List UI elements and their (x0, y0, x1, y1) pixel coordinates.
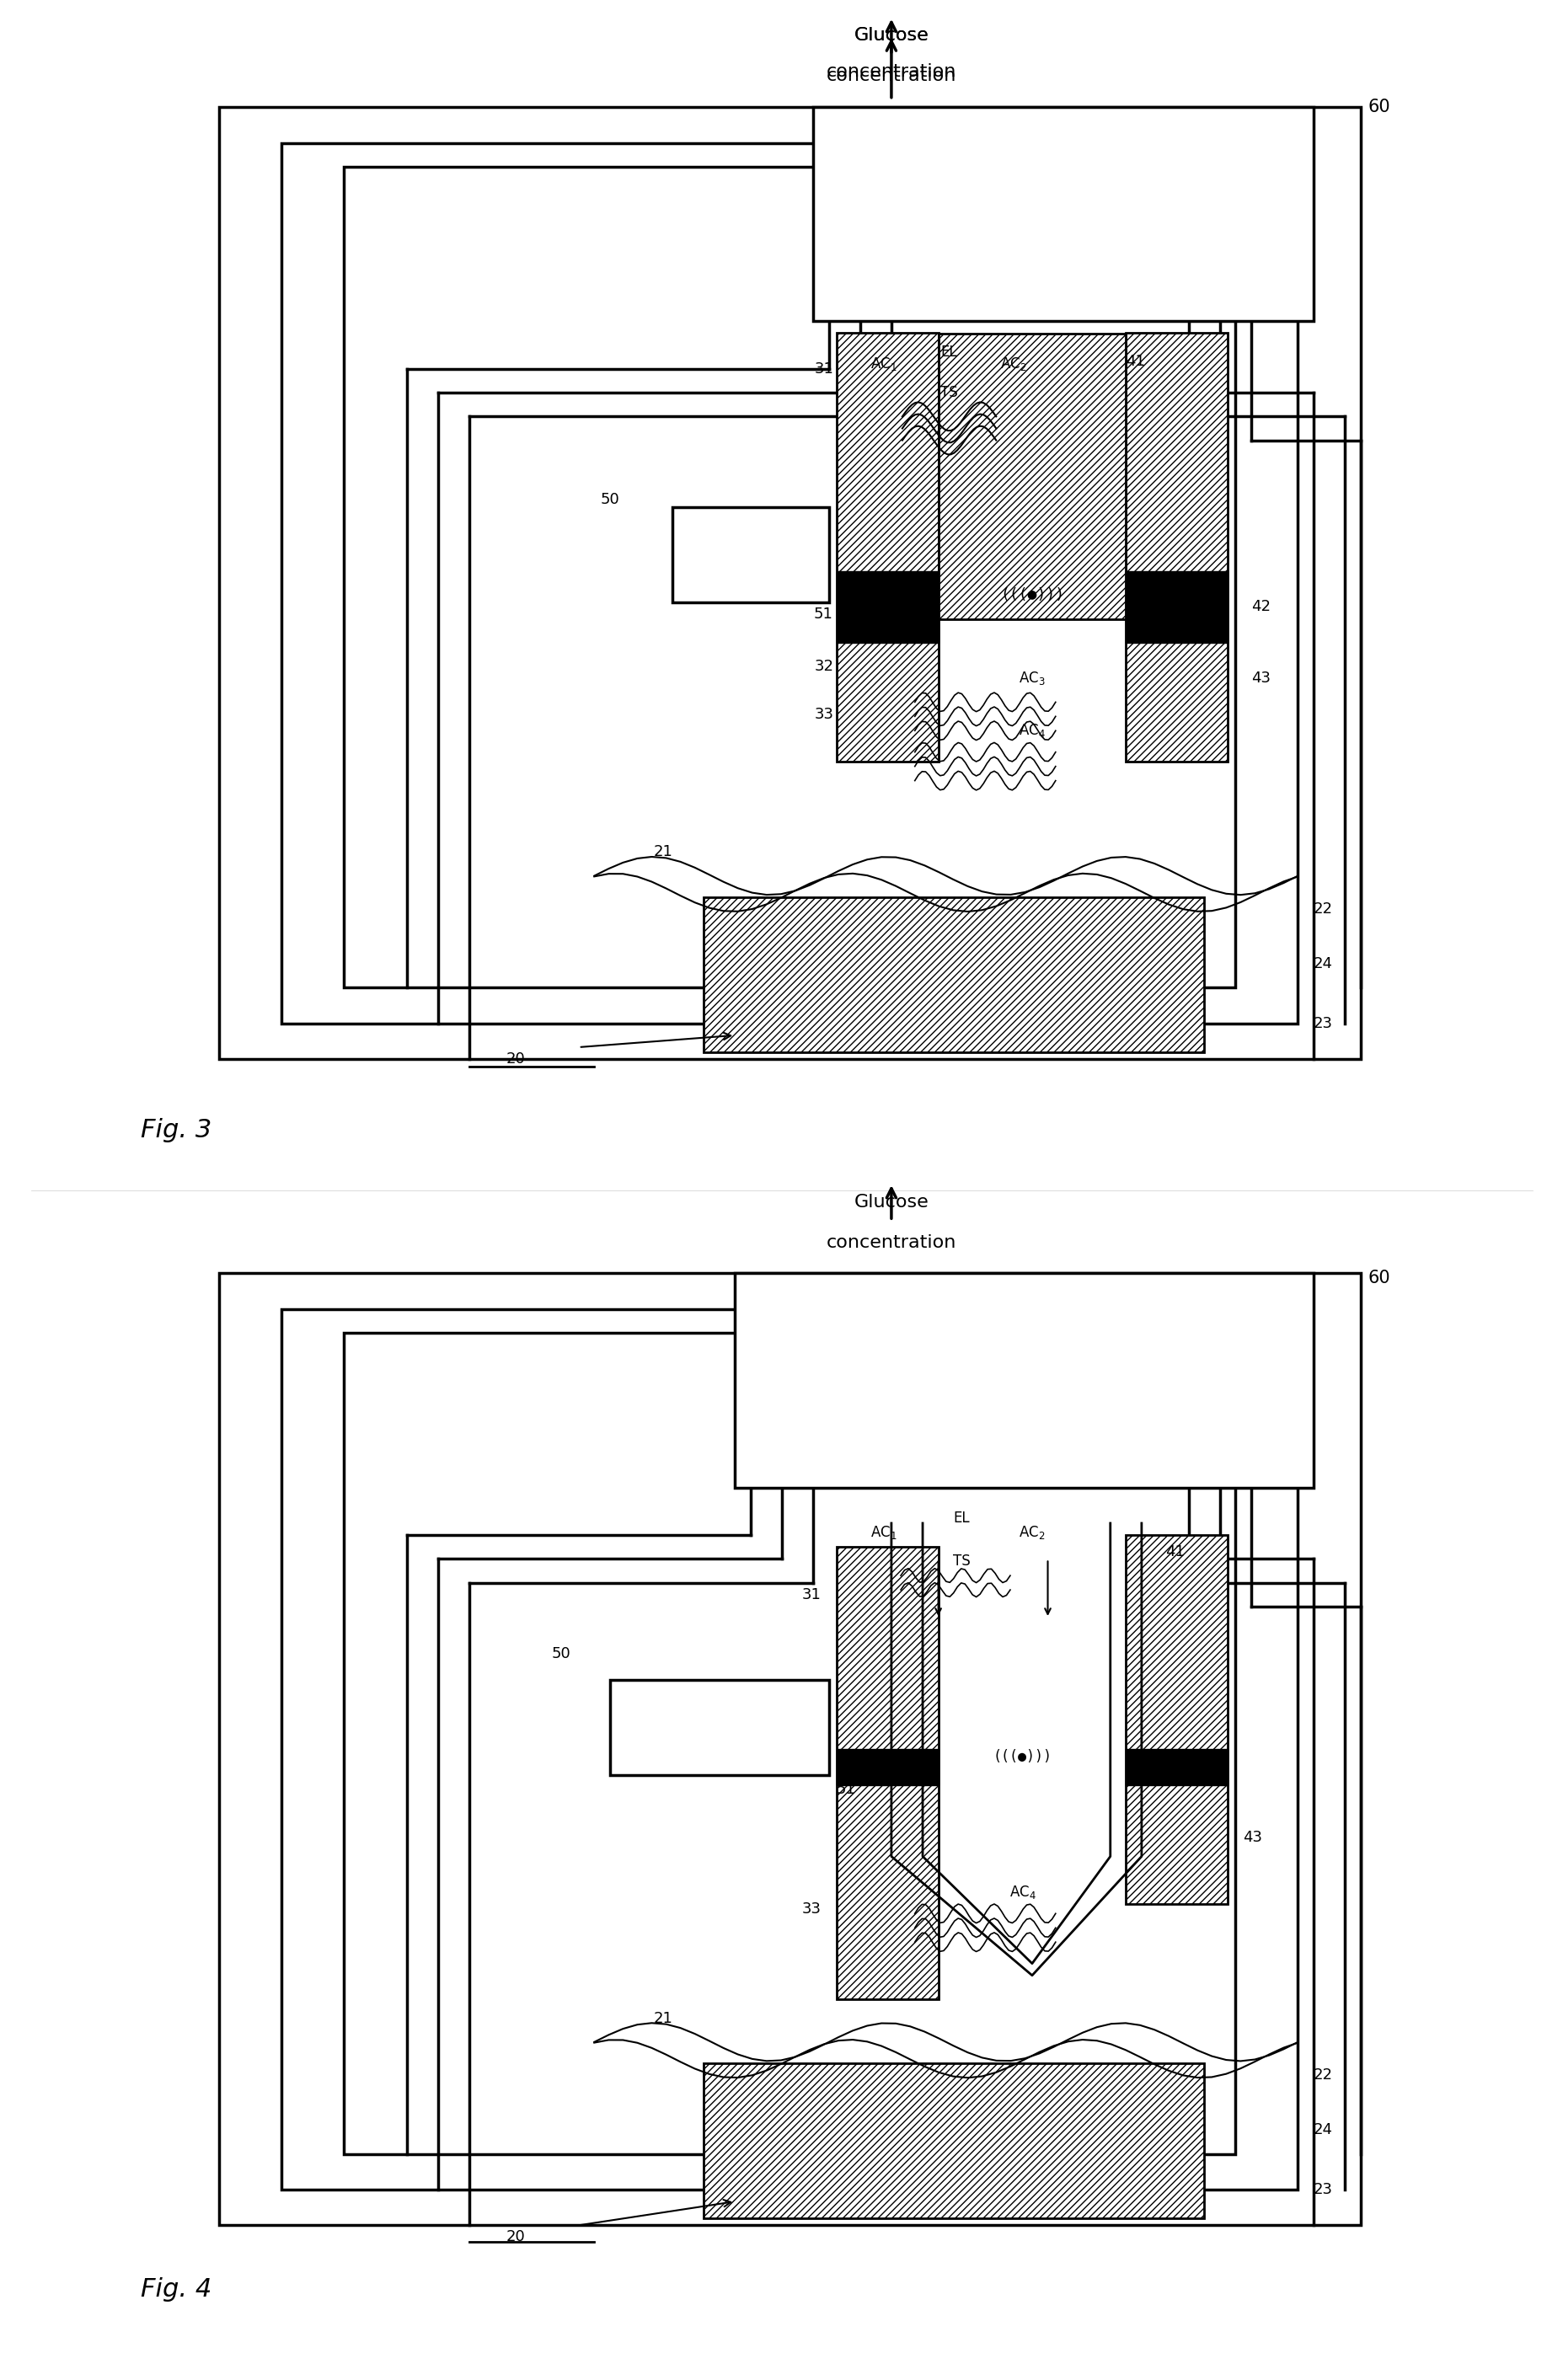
Text: concentration: concentration (825, 62, 957, 81)
Bar (836, 333, 938, 762)
Bar (836, 1547, 938, 1999)
Text: 42: 42 (1250, 600, 1269, 614)
Bar (938, 333, 1125, 619)
Text: AC$_3$: AC$_3$ (1018, 669, 1046, 688)
Text: concentration: concentration (825, 67, 957, 86)
Bar (1125, 333, 1227, 762)
Text: Control and: Control and (966, 1357, 1082, 1376)
Bar (1125, 619, 1227, 643)
Text: Glucose: Glucose (853, 26, 928, 45)
Text: 23: 23 (1313, 2182, 1332, 2197)
Bar (735, 1273, 1313, 1488)
Text: Laser: Laser (694, 1721, 744, 1735)
Text: 43: 43 (1250, 671, 1269, 685)
Text: system: system (1027, 267, 1099, 286)
Text: measuring: measuring (1010, 228, 1116, 248)
Text: 41: 41 (1125, 355, 1144, 369)
Text: 33: 33 (814, 707, 833, 721)
Text: Glucose: Glucose (853, 26, 928, 45)
Bar (1125, 571, 1227, 583)
Bar (836, 619, 938, 643)
Text: 50: 50 (600, 493, 619, 507)
Text: 50: 50 (552, 1647, 570, 1661)
Text: AC$_2$: AC$_2$ (1019, 1523, 1044, 1542)
Bar (1125, 583, 1227, 619)
Bar (281, 143, 1297, 1023)
Bar (836, 1749, 938, 1785)
Bar (344, 1333, 1235, 2154)
Bar (610, 1680, 828, 1775)
Text: (((●))): (((●))) (993, 1749, 1052, 1764)
Text: system: system (988, 1433, 1060, 1452)
Text: 33: 33 (802, 1902, 821, 1916)
Text: 32: 32 (814, 659, 833, 674)
Text: 41: 41 (1164, 1545, 1183, 1559)
Bar (219, 107, 1360, 1059)
Text: 51: 51 (836, 1783, 855, 1797)
Text: Glucose: Glucose (853, 1192, 928, 1211)
Text: concentration: concentration (825, 1233, 957, 1252)
Text: 60: 60 (1368, 1269, 1390, 1288)
Text: 60: 60 (1368, 98, 1390, 117)
Text: 23: 23 (1313, 1016, 1332, 1031)
Text: measuring: measuring (971, 1395, 1077, 1414)
Bar (836, 571, 938, 583)
Bar (344, 167, 1235, 988)
Text: AC$_1$: AC$_1$ (871, 355, 896, 374)
Text: Laser: Laser (725, 547, 775, 562)
Text: AC$_4$: AC$_4$ (1008, 1883, 1036, 1902)
Text: AC$_4$: AC$_4$ (1018, 721, 1046, 740)
Text: 51: 51 (813, 607, 832, 621)
Text: 20: 20 (506, 2230, 525, 2244)
Text: 21: 21 (653, 845, 672, 859)
Text: 24: 24 (1313, 2123, 1332, 2137)
Text: AC$_1$: AC$_1$ (871, 1523, 896, 1542)
Text: 22: 22 (1313, 2068, 1332, 2082)
Text: AC$_2$: AC$_2$ (1000, 355, 1025, 374)
Text: Control and: Control and (1005, 190, 1121, 209)
Text: Fig. 4: Fig. 4 (141, 2278, 211, 2301)
Text: EL: EL (953, 1511, 969, 1526)
Bar (672, 507, 828, 602)
Text: 31: 31 (814, 362, 833, 376)
Bar (813, 107, 1313, 321)
Text: (((●))): (((●))) (999, 588, 1064, 602)
Bar (281, 1309, 1297, 2190)
Text: 22: 22 (1313, 902, 1332, 916)
Bar (703, 2063, 1204, 2218)
Text: 20: 20 (506, 1052, 525, 1066)
Bar (219, 1273, 1360, 2225)
Text: TS: TS (939, 386, 958, 400)
Text: EL: EL (941, 345, 957, 359)
Text: Fig. 3: Fig. 3 (141, 1119, 211, 1142)
Bar (1125, 1535, 1227, 1904)
Text: 21: 21 (653, 2011, 672, 2025)
Text: TS: TS (952, 1554, 971, 1568)
Bar (1125, 1749, 1227, 1785)
Bar (703, 897, 1204, 1052)
Bar (836, 583, 938, 619)
Text: 31: 31 (802, 1587, 821, 1602)
Text: 43: 43 (1243, 1830, 1261, 1844)
Text: 24: 24 (1313, 957, 1332, 971)
